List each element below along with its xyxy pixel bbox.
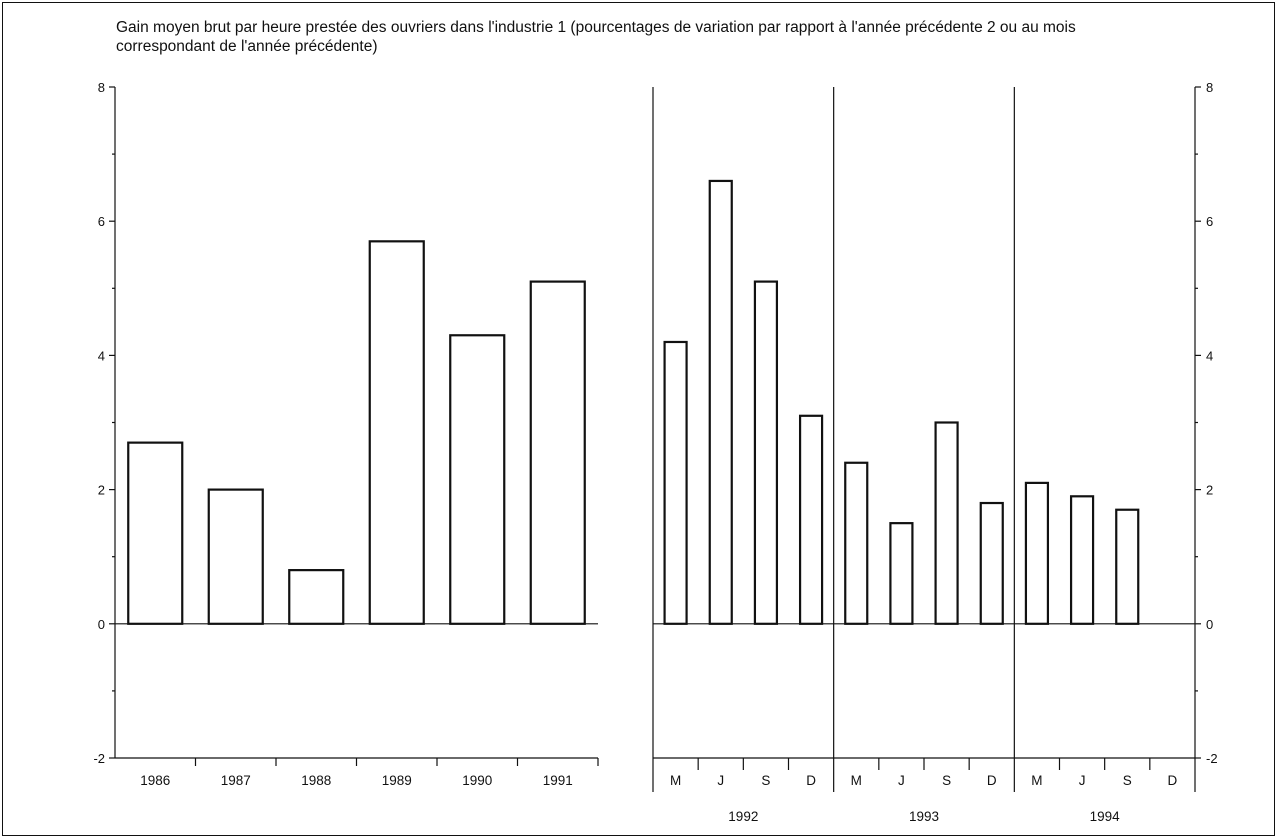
chart-title: Gain moyen brut par heure prestée des ou… [116, 19, 1076, 55]
month-label-D: D [987, 773, 997, 788]
left-y-tick-label: 6 [98, 214, 105, 229]
month-label-M: M [670, 773, 681, 788]
bar-1988 [288, 569, 345, 625]
bar-1994-M [1024, 481, 1050, 625]
left-x-category-label: 1986 [140, 773, 170, 788]
year-label-1994: 1994 [1090, 809, 1121, 824]
month-label-S: S [761, 773, 770, 788]
bar-1994-S [1115, 508, 1140, 625]
month-label-M: M [1031, 773, 1042, 788]
left-y-tick-label: 4 [98, 348, 105, 363]
bar-1991 [529, 280, 586, 625]
left-x-category-label: 1991 [543, 773, 573, 788]
right-y-tick-label: -2 [1206, 751, 1218, 766]
left-x-category-label: 1990 [462, 773, 492, 788]
left-y-tick-label: 0 [98, 617, 105, 632]
right-y-tick-label: 2 [1206, 483, 1213, 498]
month-label-S: S [942, 773, 951, 788]
chart-axes [109, 86, 1201, 792]
bar-1987 [207, 488, 264, 625]
right-y-tick-label: 0 [1206, 617, 1213, 632]
bar-1990 [449, 334, 506, 625]
left-x-category-label: 1988 [301, 773, 331, 788]
bar-1992-M [663, 340, 688, 625]
month-label-D: D [806, 773, 816, 788]
left-y-tick-label: 8 [98, 80, 105, 95]
chart-bars [127, 179, 1140, 625]
left-y-tick-label: 2 [98, 483, 105, 498]
bar-1992-S [753, 280, 779, 625]
chart-labels: 8 6 4 2 0 -2 1986 1987 1988 1989 1990 1991 8 6 4 2 0 -2 19… [93, 80, 1217, 824]
month-label-J: J [1079, 773, 1086, 788]
left-x-category-label: 1987 [221, 773, 251, 788]
year-label-1993: 1993 [909, 809, 939, 824]
bar-1993-S [934, 421, 959, 625]
bar-1986 [127, 441, 184, 625]
bar-1993-J [889, 522, 914, 625]
right-y-tick-label: 6 [1206, 214, 1213, 229]
month-label-S: S [1123, 773, 1132, 788]
bar-1992-J [708, 179, 733, 625]
left-y-tick-label: -2 [93, 751, 105, 766]
left-x-category-label: 1989 [382, 773, 412, 788]
bar-1992-D [798, 414, 824, 625]
right-y-tick-label: 8 [1206, 80, 1213, 95]
month-label-J: J [898, 773, 905, 788]
month-label-M: M [851, 773, 862, 788]
month-label-D: D [1168, 773, 1178, 788]
bar-1994-J [1069, 495, 1095, 625]
bar-1989 [368, 240, 425, 625]
year-label-1992: 1992 [728, 809, 758, 824]
bar-1993-D [979, 501, 1004, 625]
month-label-J: J [717, 773, 724, 788]
right-y-tick-label: 4 [1206, 348, 1213, 363]
bar-1993-M [844, 461, 869, 625]
